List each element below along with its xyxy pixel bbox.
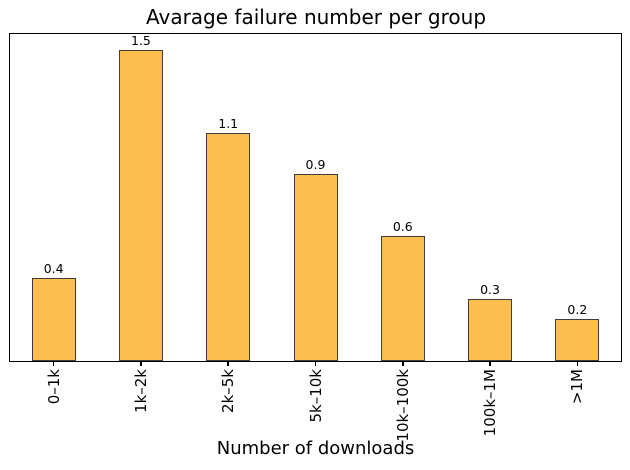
bar-value-label: 0.2 bbox=[567, 302, 588, 318]
bar bbox=[468, 298, 513, 361]
bar bbox=[293, 174, 338, 361]
x-tick-label: 10k–100k bbox=[393, 369, 412, 442]
x-axis-label: Number of downloads bbox=[216, 438, 415, 459]
x-tick bbox=[227, 362, 229, 366]
bar-value-label: 1.1 bbox=[218, 115, 239, 131]
x-tick-label: >1M bbox=[568, 369, 587, 405]
bar-value-label: 0.4 bbox=[43, 260, 64, 276]
bar-value-label: 0.6 bbox=[392, 219, 413, 235]
x-tick-label: 0–1k bbox=[44, 369, 63, 405]
bar bbox=[31, 277, 76, 361]
x-tick bbox=[576, 362, 579, 366]
x-tick-label: 1k–2k bbox=[131, 369, 150, 413]
plot-area: 0.4 1.5 1.1 0.9 0.6 0.3 0.2 bbox=[9, 33, 622, 362]
bar bbox=[380, 236, 425, 361]
bar bbox=[206, 132, 251, 361]
x-tick bbox=[489, 362, 491, 366]
x-tick bbox=[140, 362, 142, 366]
bar-value-label: 1.5 bbox=[130, 32, 151, 48]
x-tick-label: 5k–10k bbox=[306, 369, 325, 423]
x-tick bbox=[314, 362, 317, 366]
x-tick-label: 2k–5k bbox=[219, 369, 238, 413]
x-tick-label: 100k–1M bbox=[481, 369, 500, 437]
bar bbox=[555, 319, 600, 361]
x-tick bbox=[402, 362, 404, 366]
bar-value-label: 0.9 bbox=[305, 157, 326, 173]
bar bbox=[118, 49, 163, 361]
x-tick bbox=[52, 362, 55, 366]
chart-title: Avarage failure number per group bbox=[145, 5, 487, 29]
bar-value-label: 0.3 bbox=[480, 281, 500, 297]
